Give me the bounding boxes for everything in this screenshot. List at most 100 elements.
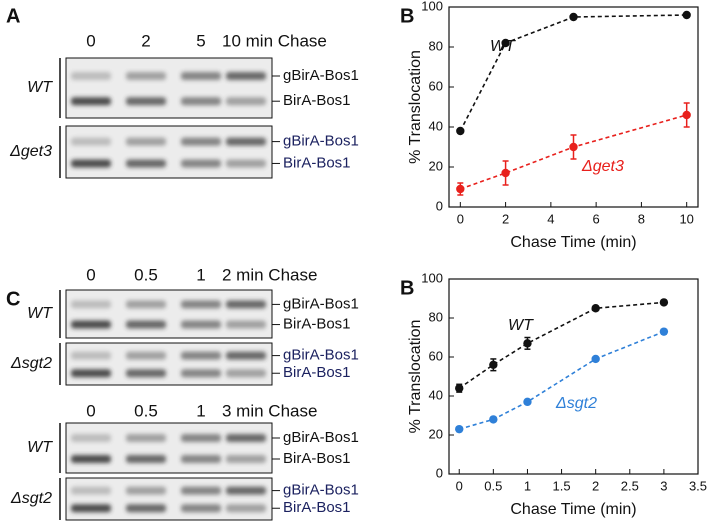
y-tick-label: 60 bbox=[429, 78, 443, 93]
panel-label: B bbox=[400, 5, 414, 27]
series-line bbox=[459, 14, 687, 132]
strain-label: Δsgt2 bbox=[10, 355, 52, 372]
blot bbox=[65, 125, 273, 179]
gel-band bbox=[181, 72, 221, 80]
data-point bbox=[501, 168, 510, 178]
gel-band bbox=[181, 351, 221, 360]
y-tick-label: 80 bbox=[429, 38, 443, 53]
blot bbox=[65, 477, 273, 521]
gel-band bbox=[126, 159, 166, 168]
data-point bbox=[489, 415, 498, 424]
band-label: BirA-Bos1 bbox=[283, 92, 351, 109]
panel-label: C bbox=[6, 288, 20, 310]
gel-band bbox=[181, 320, 221, 329]
gel-band bbox=[126, 434, 166, 442]
gel-band bbox=[226, 97, 266, 106]
gel-band bbox=[71, 434, 111, 442]
gel-band bbox=[126, 455, 166, 463]
data-point bbox=[659, 298, 669, 307]
gel-band bbox=[226, 455, 266, 463]
panel-label: A bbox=[6, 5, 20, 27]
gel-band bbox=[71, 300, 111, 309]
data-point bbox=[455, 424, 464, 434]
band-label: gBirA-Bos1 bbox=[283, 429, 359, 446]
gel-band bbox=[71, 351, 111, 360]
series-label: WT bbox=[490, 38, 516, 55]
band-label: gBirA-Bos1 bbox=[283, 347, 359, 364]
gel-band bbox=[71, 455, 111, 463]
strain-label: Δsgt2 bbox=[10, 490, 52, 507]
y-axis-label: % Translocation bbox=[407, 320, 424, 434]
data-point bbox=[659, 327, 669, 336]
strain-label: Δget3 bbox=[9, 143, 52, 160]
lane-label: 1 bbox=[196, 401, 205, 420]
lane-label: 0.5 bbox=[134, 265, 158, 284]
gel-band bbox=[226, 351, 266, 360]
gel-band bbox=[181, 300, 221, 309]
band-label: BirA-Bos1 bbox=[283, 154, 351, 171]
gel-band bbox=[181, 434, 221, 442]
gel-band bbox=[126, 369, 166, 378]
strain-label: WT bbox=[27, 439, 53, 456]
blot bbox=[65, 342, 273, 386]
gel-band bbox=[126, 72, 166, 80]
y-tick-label: 100 bbox=[421, 270, 443, 285]
gel-band bbox=[71, 159, 111, 168]
y-tick-label: 20 bbox=[429, 426, 443, 441]
gel-band bbox=[126, 351, 166, 360]
series-line bbox=[458, 301, 664, 389]
y-axis-label: % Translocation bbox=[407, 50, 424, 164]
plot-frame bbox=[448, 6, 699, 208]
x-tick-label: 8 bbox=[638, 211, 645, 226]
blot bbox=[65, 289, 273, 339]
data-point bbox=[523, 339, 532, 348]
gel-band bbox=[226, 320, 266, 329]
data-point bbox=[501, 38, 510, 48]
gel-band bbox=[71, 486, 111, 495]
x-tick-label: 10 bbox=[679, 211, 693, 226]
gel-band bbox=[126, 486, 166, 495]
lane-label: 0.5 bbox=[134, 401, 158, 420]
gel-band bbox=[181, 97, 221, 106]
lane-label: 3 min Chase bbox=[222, 401, 317, 420]
lane-label: 0 bbox=[86, 265, 95, 284]
gel-band bbox=[126, 320, 166, 329]
data-point bbox=[591, 354, 600, 364]
gel-band bbox=[181, 455, 221, 463]
band-label: gBirA-Bos1 bbox=[283, 133, 359, 150]
x-tick-label: 0 bbox=[456, 478, 463, 493]
panel-label: B bbox=[400, 277, 414, 299]
band-label: BirA-Bos1 bbox=[283, 499, 351, 516]
y-tick-label: 60 bbox=[429, 348, 443, 363]
data-point bbox=[489, 360, 498, 369]
x-tick-label: 2 bbox=[592, 478, 599, 493]
series-label: Δsgt2 bbox=[555, 395, 597, 412]
data-point bbox=[523, 397, 532, 407]
gel-band bbox=[181, 504, 221, 513]
gel-band bbox=[71, 72, 111, 80]
gel-band bbox=[71, 320, 111, 329]
plot-frame bbox=[448, 278, 699, 475]
x-tick-label: 1 bbox=[524, 478, 531, 493]
lane-label: 1 bbox=[196, 265, 205, 284]
gel-band bbox=[126, 137, 166, 146]
x-tick-label: 0.5 bbox=[484, 478, 502, 493]
gel-band bbox=[71, 137, 111, 146]
lane-label: 2 min Chase bbox=[222, 265, 317, 284]
data-point bbox=[682, 110, 691, 120]
gel-band bbox=[71, 369, 111, 378]
x-tick-label: 3.5 bbox=[689, 478, 707, 493]
gel-band bbox=[181, 369, 221, 378]
band-label: gBirA-Bos1 bbox=[283, 482, 359, 499]
x-tick-label: 3 bbox=[660, 478, 667, 493]
gel-band bbox=[71, 504, 111, 513]
band-label: BirA-Bos1 bbox=[283, 316, 351, 333]
x-axis-label: Chase Time (min) bbox=[510, 501, 636, 518]
data-point bbox=[455, 384, 464, 393]
band-label: BirA-Bos1 bbox=[283, 450, 351, 467]
series-label: WT bbox=[508, 317, 534, 334]
data-point bbox=[591, 304, 600, 313]
y-tick-label: 40 bbox=[429, 387, 443, 402]
band-label: gBirA-Bos1 bbox=[283, 295, 359, 312]
